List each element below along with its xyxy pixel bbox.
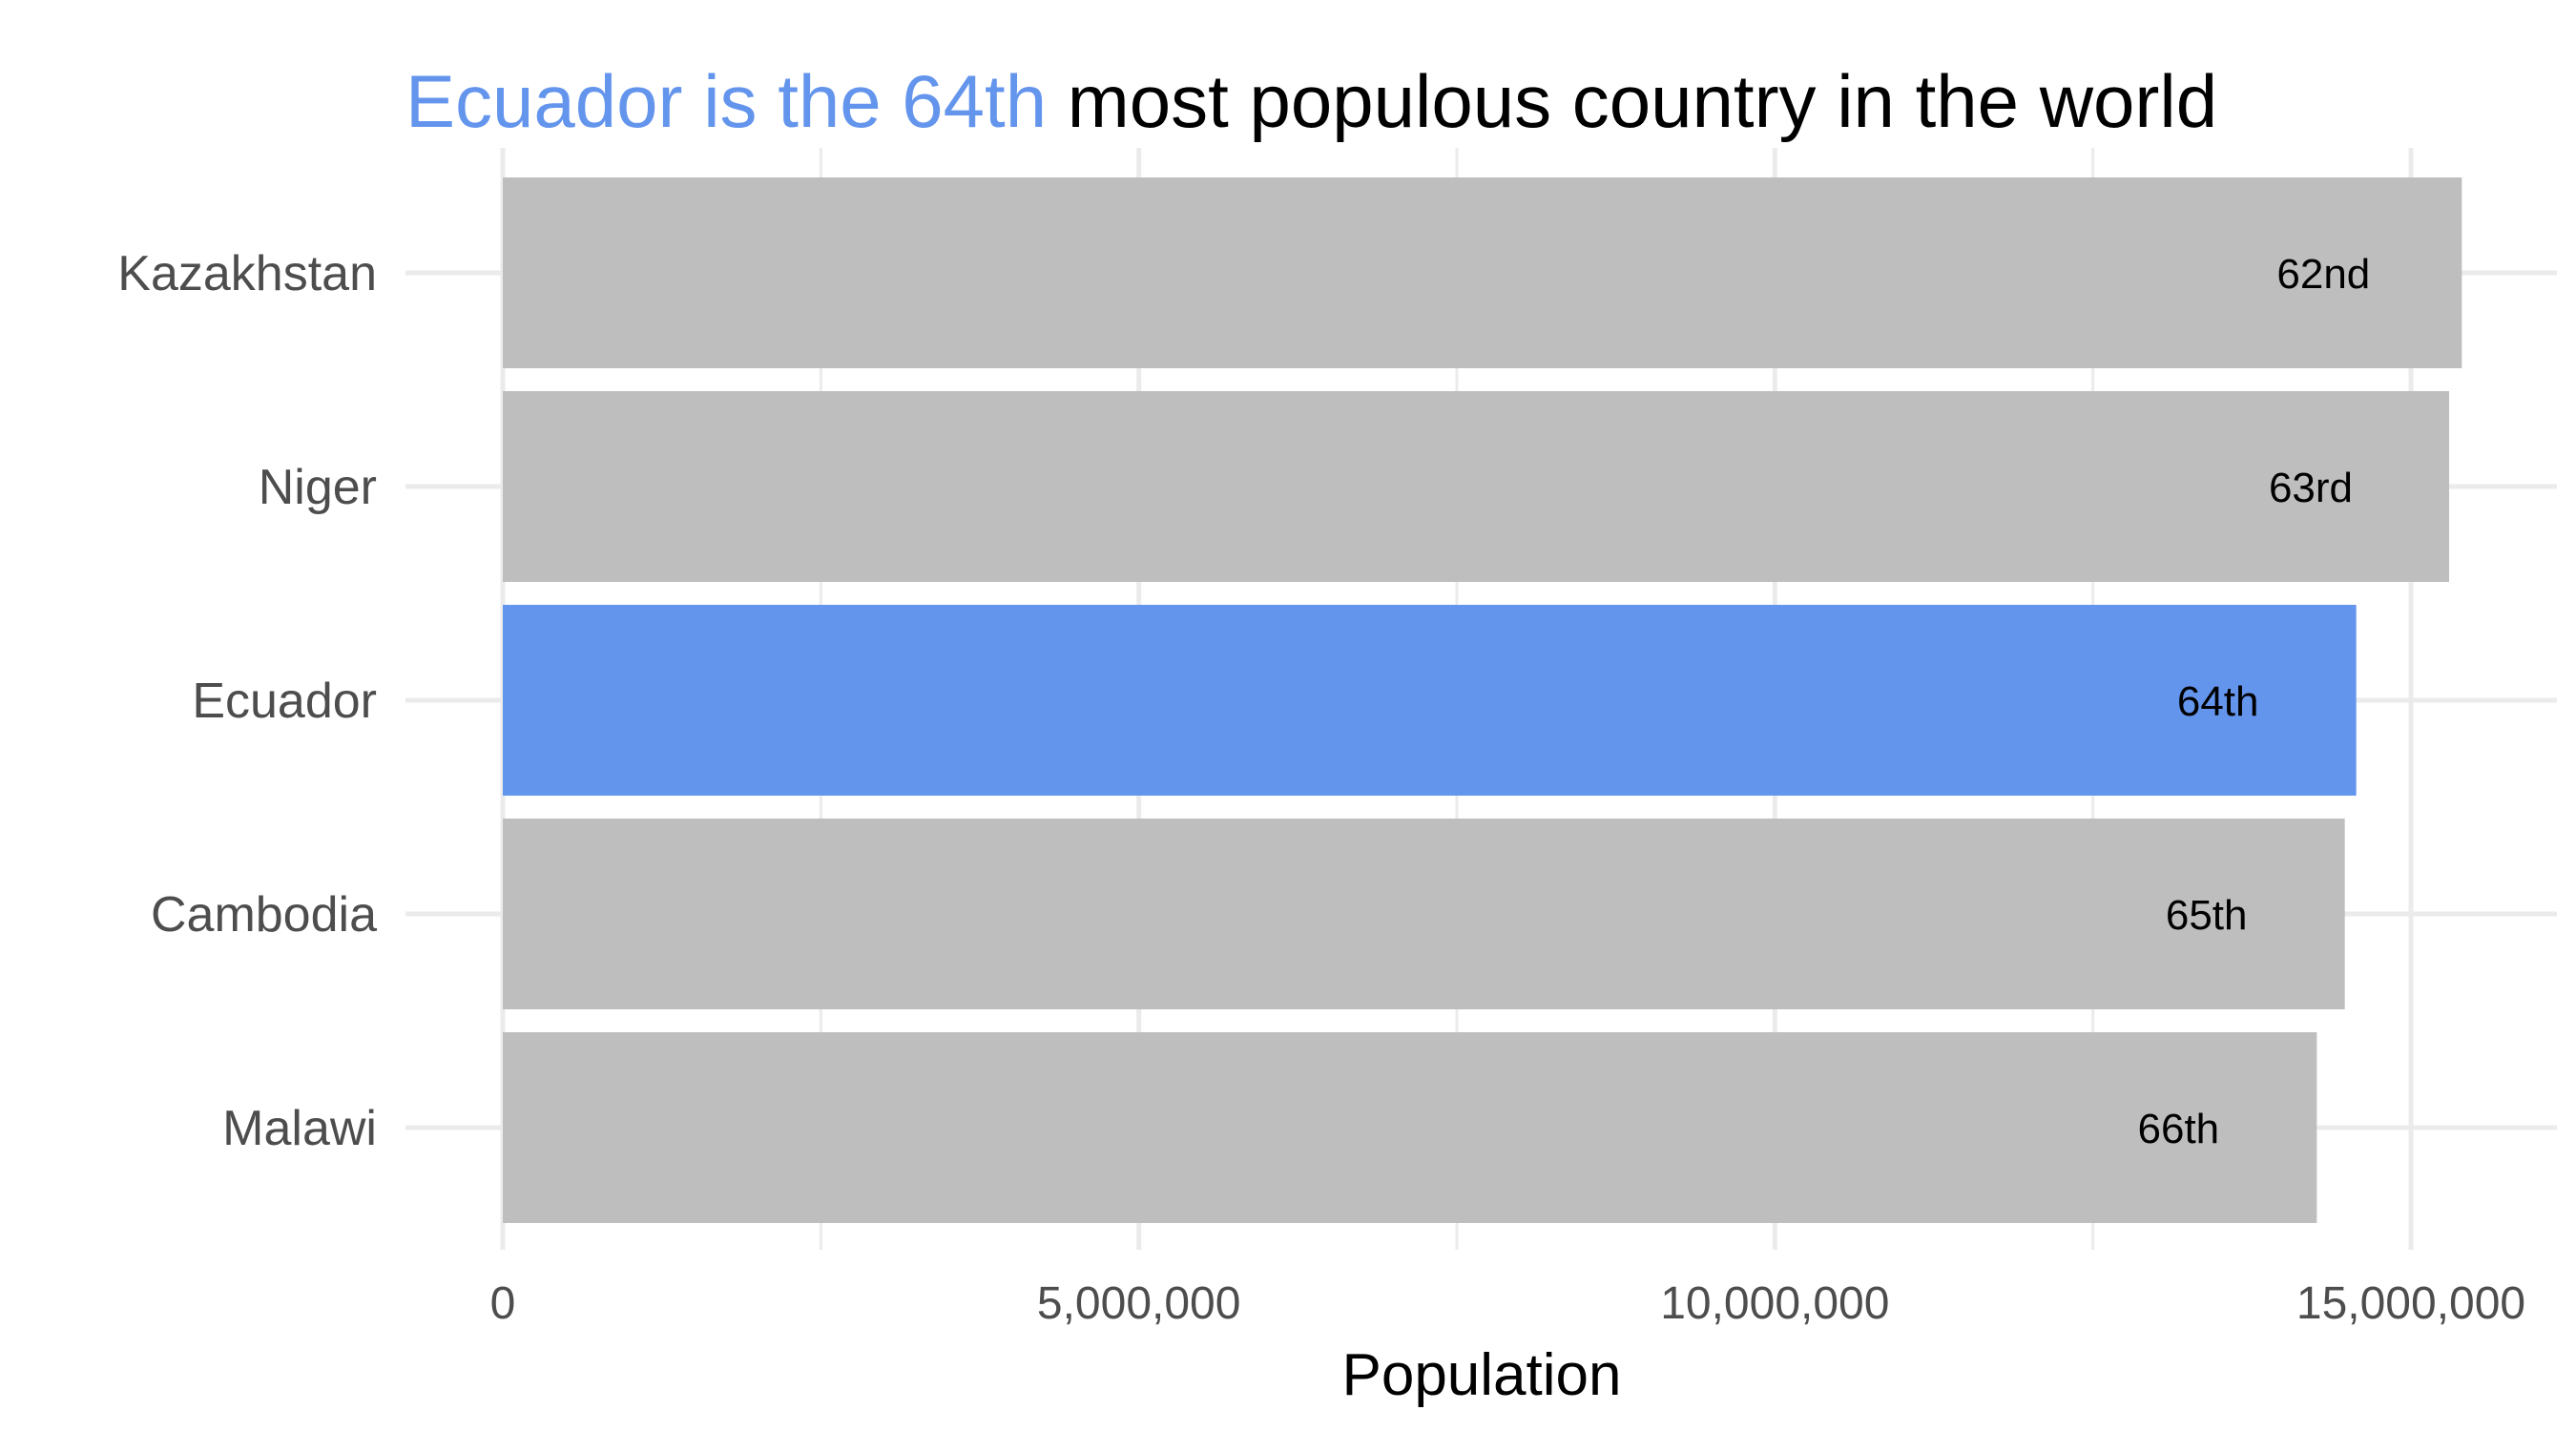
chart-title-highlight: Ecuador is the 64th [405,59,1047,143]
bar-niger [503,391,2449,582]
bar-rank-label: 62nd [2276,251,2370,298]
y-tick-label: Ecuador [192,674,377,729]
bar-cambodia [503,819,2345,1009]
x-tick-label: 5,000,000 [1037,1278,1241,1329]
bar-rank-label: 63rd [2269,465,2353,511]
x-axis-title: Population [1341,1342,1621,1408]
x-tick-label: 15,000,000 [2296,1278,2525,1329]
y-tick-label: Kazakhstan [117,246,377,301]
x-tick-label: 0 [490,1278,516,1329]
bar-kazakhstan [503,177,2462,368]
y-tick-label: Cambodia [151,887,377,943]
labels-layer: Kazakhstan 62nd Niger 63rd Ecuador 64th Cambod… [117,246,2525,1329]
bar-rank-label: 65th [2166,892,2248,939]
x-tick-label: 10,000,000 [1660,1278,1889,1329]
bars-layer [503,177,2462,1223]
y-tick-label: Niger [259,460,377,515]
bar-ecuador [503,605,2357,796]
bar-rank-label: 66th [2138,1106,2220,1152]
bar-malawi [503,1032,2317,1223]
chart-title: Ecuador is the 64th most populous countr… [405,59,2217,143]
chart-title-rest: most populous country in the world [1047,59,2217,143]
bar-rank-label: 64th [2177,678,2259,725]
y-tick-label: Malawi [222,1101,377,1156]
